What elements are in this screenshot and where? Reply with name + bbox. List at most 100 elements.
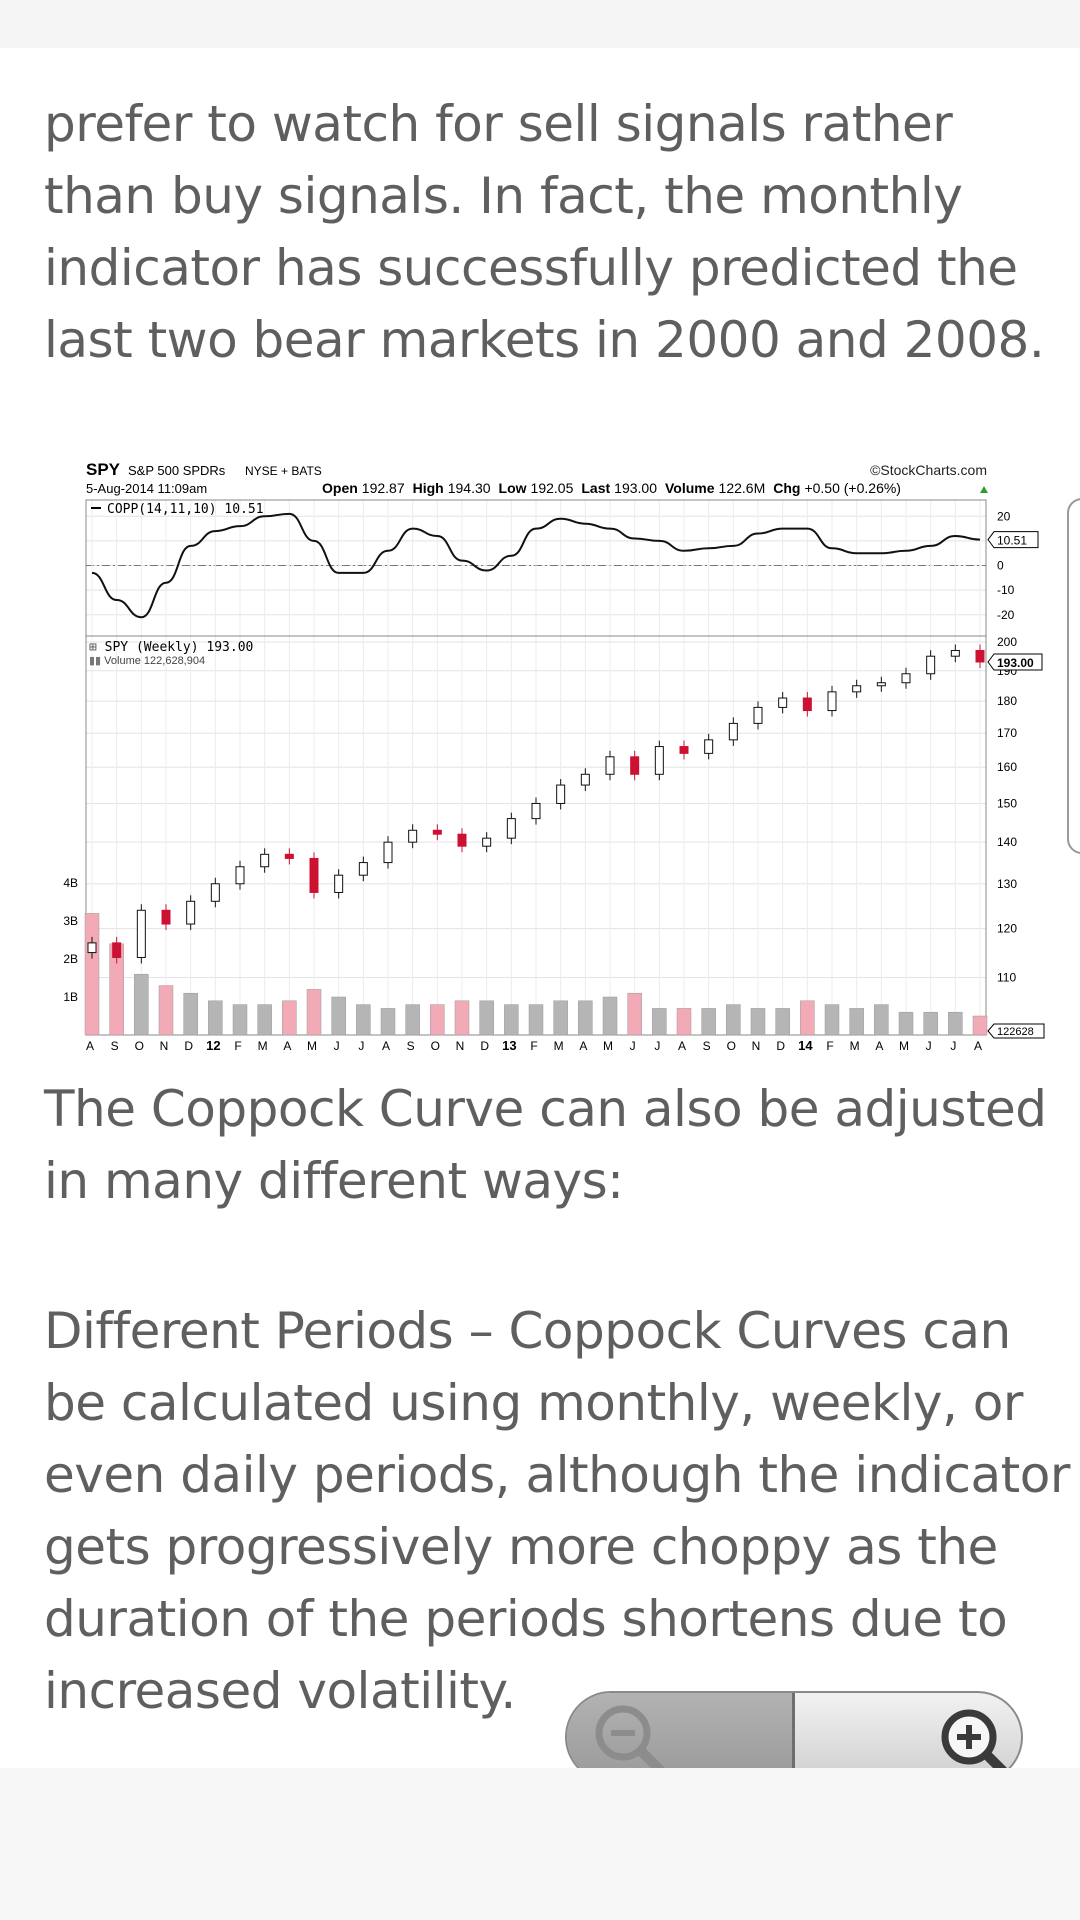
text-line: duration of the periods shortens due to [44, 1590, 1008, 1648]
volume-bars-icon: ▮▮ [89, 655, 104, 667]
chart-datetime: 5-Aug-2014 11:09am [86, 481, 207, 496]
x-tick-label: A [974, 1039, 982, 1053]
x-tick-label: N [752, 1039, 761, 1053]
x-tick-label: J [950, 1039, 956, 1053]
x-tick-label: N [456, 1039, 465, 1053]
x-tick-label: M [899, 1039, 909, 1053]
x-tick-label: S [407, 1039, 415, 1053]
chart-grid [86, 500, 986, 1035]
scroll-edge-handle[interactable] [1067, 498, 1080, 854]
volume-bar [578, 1000, 593, 1036]
candle-body [556, 784, 566, 804]
chg-label: Chg [773, 480, 800, 496]
candle-body [630, 756, 640, 775]
indicator-last-value-box [987, 531, 1039, 549]
text-line: prefer to watch for sell signals rather [44, 95, 953, 153]
price-tick-label: 160 [997, 760, 1017, 774]
price-tick-label: 140 [997, 835, 1017, 849]
x-tick-label: F [234, 1039, 241, 1053]
open-label: Open [322, 480, 358, 496]
chg-value: +0.50 (+0.26%) [804, 480, 901, 496]
volume-bar [701, 1008, 716, 1036]
x-tick-label: A [86, 1039, 94, 1053]
volume-bar [208, 1000, 223, 1036]
text-line: in many different ways: [44, 1152, 624, 1210]
x-tick-label: 12 [206, 1038, 220, 1053]
volume-tick-label: 4B [63, 876, 78, 890]
volume-bar [800, 1000, 815, 1036]
copp-legend: COPP(14,11,10) 10.51 [107, 502, 264, 517]
volume-bar [306, 989, 322, 1036]
x-tick-label: J [334, 1039, 340, 1053]
volume-bar [356, 1004, 371, 1036]
volume-bar [134, 973, 149, 1036]
candlestick-icon: ⊞ [89, 640, 105, 655]
x-tick-label: M [307, 1039, 317, 1053]
volume-bar [158, 985, 174, 1036]
candle-body [235, 866, 245, 885]
volume-bar [948, 1011, 963, 1036]
volume-bar [405, 1004, 420, 1036]
text-line: increased volatility. [44, 1662, 516, 1720]
volume-bar [282, 1000, 297, 1036]
volume-bar [331, 996, 346, 1036]
volume-legend: ▮▮ Volume 122,628,904 [89, 655, 205, 667]
price-tick-label: 110 [997, 971, 1016, 985]
price-legend: ⊞ SPY (Weekly) 193.00 [89, 640, 253, 655]
volume-bar [923, 1011, 938, 1036]
volume-bar [602, 996, 618, 1036]
volume-label: Volume [665, 480, 715, 496]
x-tick-label: 14 [798, 1038, 813, 1053]
price-last-value-box [987, 653, 1043, 671]
article-paragraph-1: prefer to watch for sell signals rather … [44, 88, 1045, 376]
volume-tick-label: 3B [63, 914, 78, 928]
x-tick-label: A [283, 1039, 291, 1053]
candle-body [284, 853, 294, 859]
chart-source: ©StockCharts.com [870, 462, 987, 478]
low-label: Low [499, 480, 527, 496]
candle-body [802, 697, 812, 712]
volume-bar [849, 1008, 864, 1036]
price-candles-layer [87, 644, 985, 964]
candle-body [654, 746, 664, 775]
indicator-tick-label: -10 [997, 583, 1015, 597]
x-tick-label: O [135, 1039, 144, 1053]
x-tick-label: A [678, 1039, 686, 1053]
volume-bar [479, 1000, 494, 1036]
candle-body [728, 722, 738, 741]
x-tick-label: J [358, 1039, 364, 1053]
candle-body [901, 673, 911, 684]
x-tick-label: J [630, 1039, 636, 1053]
x-tick-label: S [111, 1039, 119, 1053]
indicator-last-value-label: 10.51 [997, 534, 1027, 548]
candle-body [309, 857, 319, 893]
zoom-in-button[interactable] [793, 1693, 1021, 1781]
up-arrow-icon [980, 486, 988, 493]
zoom-out-button[interactable] [567, 1693, 795, 1781]
candle-body [136, 909, 146, 958]
candle-body [161, 909, 171, 925]
volume-bars-layer [84, 913, 988, 1036]
candle-body [778, 697, 788, 708]
text-line: indicator has successfully predicted the [44, 239, 1018, 297]
volume-bar [380, 1008, 396, 1036]
x-tick-label: S [703, 1039, 711, 1053]
indicator-tick-label: 0 [997, 559, 1004, 573]
candle-body [531, 802, 541, 820]
volume-bar [898, 1011, 914, 1036]
candle-body [926, 655, 936, 675]
volume-bar [84, 913, 100, 1036]
chart-security-name: S&P 500 SPDRs [128, 463, 226, 478]
volume-bar [627, 992, 642, 1036]
text-line: The Coppock Curve can also be adjusted [44, 1080, 1047, 1138]
candle-body [408, 829, 418, 843]
candle-body [876, 682, 886, 687]
x-tick-label: D [184, 1039, 193, 1053]
bottom-blank-area [0, 1768, 1080, 1920]
volume-bar [430, 1004, 445, 1036]
x-tick-label: M [554, 1039, 564, 1053]
volume-bar [874, 1004, 889, 1036]
zoom-control [565, 1691, 1023, 1783]
last-value: 193.00 [614, 480, 657, 496]
candle-body [334, 874, 344, 893]
